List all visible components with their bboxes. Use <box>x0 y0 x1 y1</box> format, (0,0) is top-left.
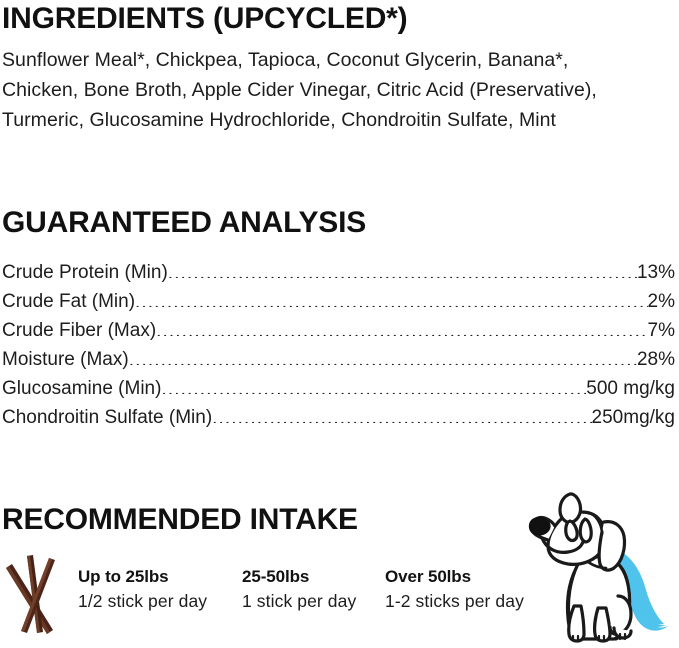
dog-with-cape-icon <box>528 492 668 643</box>
ingredients-line: Chicken, Bone Broth, Apple Cider Vinegar… <box>2 79 597 101</box>
analysis-row: Crude Fat (Min) 2% <box>2 287 675 316</box>
analysis-row: Moisture (Max) 28% <box>2 345 675 374</box>
analysis-nutrient-label: Crude Fiber (Max) <box>2 320 157 341</box>
analysis-row: Crude Protein (Min) 13% <box>2 258 675 287</box>
ingredients-line: Turmeric, Glucosamine Hydrochloride, Cho… <box>2 109 557 131</box>
analysis-nutrient-label: Moisture (Max) <box>2 349 129 370</box>
dot-leader <box>161 375 586 394</box>
guaranteed-analysis-list: Crude Protein (Min) 13% Crude Fat (Min) … <box>2 258 675 432</box>
analysis-row: Crude Fiber (Max) 7% <box>2 316 675 345</box>
intake-weight-label: Over 50lbs <box>385 567 471 586</box>
guaranteed-analysis-heading: GUARANTEED ANALYSIS <box>2 206 367 239</box>
intake-dose-label: 1 stick per day <box>242 591 357 611</box>
intake-dose-label: 1/2 stick per day <box>78 591 208 611</box>
analysis-nutrient-label: Glucosamine (Min) <box>2 378 162 399</box>
ingredients-line: Sunflower Meal*, Chickpea, Tapioca, Coco… <box>2 49 569 71</box>
analysis-value: 500 mg/kg <box>586 378 675 399</box>
ingredients-text: Sunflower Meal*, Chickpea, Tapioca, Coco… <box>2 45 674 135</box>
treat-sticks-icon <box>6 555 55 634</box>
analysis-nutrient-label: Crude Protein (Min) <box>2 262 168 283</box>
analysis-nutrient-label: Chondroitin Sulfate (Min) <box>2 407 213 428</box>
dot-leader <box>212 404 591 423</box>
recommended-intake-heading: RECOMMENDED INTAKE <box>2 503 358 536</box>
analysis-value: 250mg/kg <box>591 407 675 428</box>
dot-leader <box>156 317 647 336</box>
intake-weight-label: 25-50lbs <box>242 567 310 586</box>
dot-leader <box>129 346 637 365</box>
recommended-intake-columns: Up to 25lbs 1/2 stick per day 25-50lbs 1… <box>0 555 679 635</box>
dot-leader <box>168 259 637 278</box>
analysis-value: 28% <box>636 349 675 370</box>
intake-column: 25-50lbs 1 stick per day <box>242 565 356 614</box>
intake-weight-label: Up to 25lbs <box>78 567 169 586</box>
intake-column: Over 50lbs 1-2 sticks per day <box>385 565 524 614</box>
analysis-row: Chondroitin Sulfate (Min) 250mg/kg <box>2 403 675 432</box>
ingredients-heading: INGREDIENTS (UPCYCLED*) <box>2 2 408 35</box>
analysis-nutrient-label: Crude Fat (Min) <box>2 291 136 312</box>
analysis-value: 2% <box>647 291 675 312</box>
analysis-value: 7% <box>647 320 675 341</box>
dot-leader <box>135 288 648 307</box>
analysis-row: Glucosamine (Min) 500 mg/kg <box>2 374 675 403</box>
intake-column: Up to 25lbs 1/2 stick per day <box>78 565 207 614</box>
analysis-value: 13% <box>636 262 675 283</box>
intake-dose-label: 1-2 sticks per day <box>385 591 524 611</box>
